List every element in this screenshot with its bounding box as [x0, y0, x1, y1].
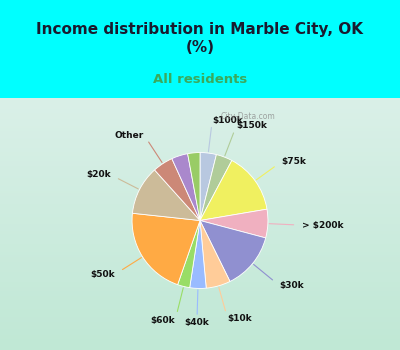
Text: $40k: $40k [184, 318, 209, 327]
Text: $100k: $100k [212, 116, 243, 125]
Text: All residents: All residents [153, 73, 247, 86]
Text: Other: Other [115, 131, 144, 140]
Text: $10k: $10k [228, 314, 252, 323]
Text: > $200k: > $200k [302, 220, 343, 230]
Text: $20k: $20k [86, 170, 110, 179]
Wedge shape [200, 153, 216, 220]
Text: $50k: $50k [90, 270, 115, 279]
Wedge shape [200, 155, 232, 220]
Wedge shape [178, 220, 200, 288]
Wedge shape [200, 209, 268, 238]
Wedge shape [200, 161, 267, 220]
Text: $75k: $75k [282, 157, 306, 166]
Text: $30k: $30k [279, 281, 304, 289]
Wedge shape [200, 220, 230, 288]
Text: Income distribution in Marble City, OK
(%): Income distribution in Marble City, OK (… [36, 22, 364, 55]
Wedge shape [132, 170, 200, 220]
Wedge shape [154, 159, 200, 220]
Text: $150k: $150k [236, 121, 267, 130]
Text: City-Data.com: City-Data.com [221, 112, 276, 121]
Wedge shape [172, 154, 200, 220]
Wedge shape [132, 213, 200, 285]
Wedge shape [200, 220, 266, 281]
Text: $60k: $60k [150, 316, 175, 325]
Wedge shape [188, 153, 200, 220]
Wedge shape [190, 220, 206, 288]
